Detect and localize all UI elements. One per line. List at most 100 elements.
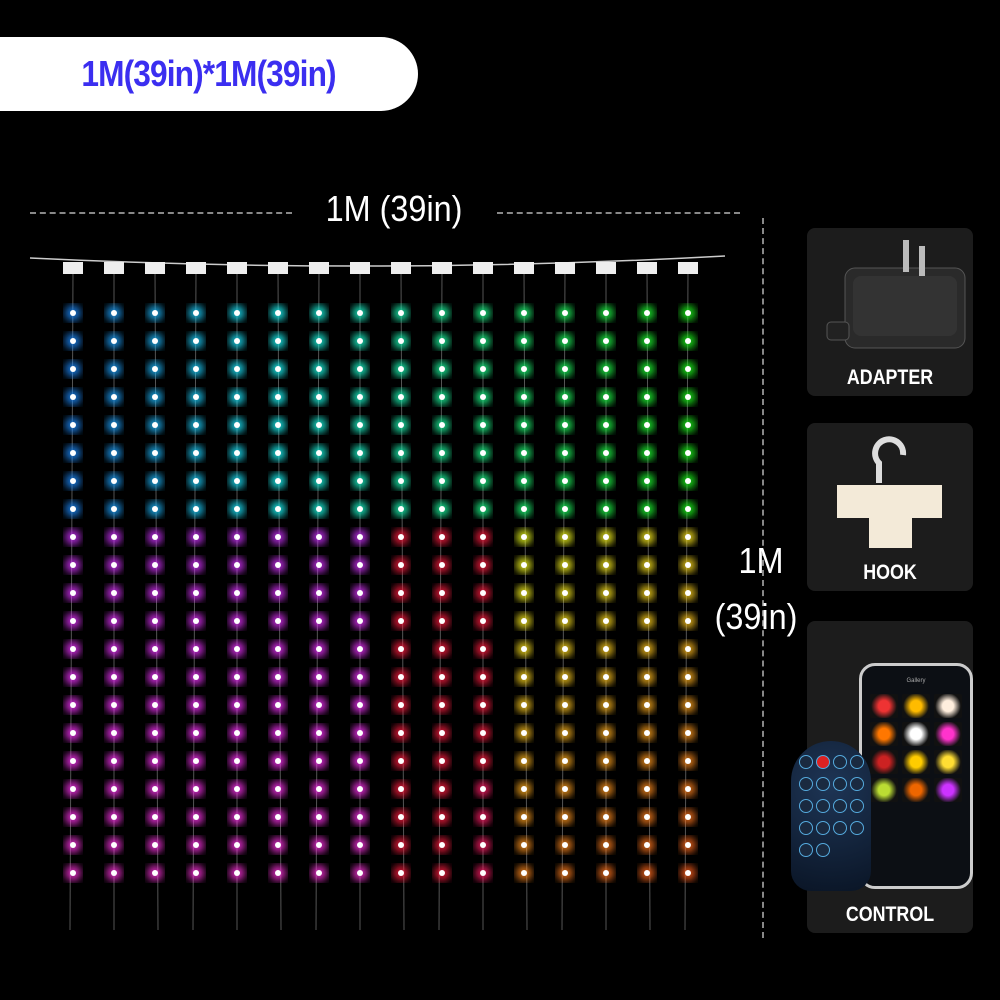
- led-bulb: [644, 870, 650, 876]
- remote-button: [816, 843, 830, 857]
- app-screen-title: Gallery: [906, 678, 926, 684]
- accessory-adapter: ADAPTER: [807, 228, 973, 396]
- led-bulb: [603, 814, 609, 820]
- gallery-pattern: [902, 750, 930, 774]
- led-bulb: [685, 702, 691, 708]
- led-bulb: [111, 618, 117, 624]
- led-bulb: [275, 310, 281, 316]
- led-bulb: [521, 590, 527, 596]
- width-dimension-line-left: [30, 212, 292, 214]
- led-bulb: [644, 394, 650, 400]
- led-bulb: [70, 450, 76, 456]
- led-bulb: [111, 338, 117, 344]
- led-bulb: [521, 702, 527, 708]
- hook-label: HOOK: [863, 561, 917, 584]
- led-bulb: [644, 450, 650, 456]
- led-bulb: [70, 786, 76, 792]
- app-gallery-grid: [870, 694, 962, 802]
- led-bulb: [193, 338, 199, 344]
- led-bulb: [357, 870, 363, 876]
- led-bulb: [562, 814, 568, 820]
- led-bulb: [480, 674, 486, 680]
- led-bulb: [152, 310, 158, 316]
- led-bulb: [480, 338, 486, 344]
- remote-button: [833, 799, 847, 813]
- led-bulb: [603, 422, 609, 428]
- led-bulb: [685, 870, 691, 876]
- led-bulb: [234, 562, 240, 568]
- remote-button: [799, 777, 813, 791]
- led-bulb: [234, 674, 240, 680]
- led-bulb: [70, 506, 76, 512]
- led-bulb: [603, 758, 609, 764]
- width-dimension-line-right: [497, 212, 740, 214]
- led-bulb: [193, 534, 199, 540]
- strand-clip: [268, 262, 288, 274]
- led-bulb: [480, 646, 486, 652]
- led-bulb: [480, 534, 486, 540]
- led-bulb: [275, 366, 281, 372]
- led-bulb: [480, 842, 486, 848]
- led-bulb: [439, 590, 445, 596]
- led-bulb: [275, 534, 281, 540]
- remote-button: [833, 777, 847, 791]
- led-bulb: [644, 478, 650, 484]
- accessory-hook: HOOK: [807, 423, 973, 591]
- led-bulb: [70, 814, 76, 820]
- led-bulb: [398, 786, 404, 792]
- control-label: CONTROL: [845, 903, 935, 926]
- led-bulb: [685, 786, 691, 792]
- led-bulb: [439, 506, 445, 512]
- led-bulb: [562, 562, 568, 568]
- remote-button: [850, 755, 864, 769]
- hook-icon: [837, 436, 942, 548]
- led-bulb: [357, 450, 363, 456]
- led-bulb: [439, 618, 445, 624]
- strand-clip: [227, 262, 247, 274]
- led-bulb: [275, 758, 281, 764]
- led-bulb: [685, 590, 691, 596]
- led-bulb: [234, 730, 240, 736]
- led-bulb: [685, 730, 691, 736]
- led-bulb: [439, 562, 445, 568]
- gallery-pattern: [902, 722, 930, 746]
- led-bulb: [439, 730, 445, 736]
- led-bulb: [685, 618, 691, 624]
- led-bulb: [275, 590, 281, 596]
- led-bulb: [644, 590, 650, 596]
- gallery-pattern: [934, 750, 962, 774]
- led-bulb: [357, 422, 363, 428]
- led-bulb: [603, 842, 609, 848]
- led-bulb: [357, 338, 363, 344]
- led-bulb: [439, 534, 445, 540]
- led-bulb: [70, 422, 76, 428]
- led-bulb: [111, 422, 117, 428]
- led-bulb: [275, 506, 281, 512]
- led-bulb: [685, 478, 691, 484]
- led-bulb: [439, 310, 445, 316]
- led-bulb: [644, 534, 650, 540]
- led-bulb: [644, 646, 650, 652]
- led-bulb: [398, 450, 404, 456]
- led-bulb: [439, 394, 445, 400]
- led-bulb: [480, 618, 486, 624]
- led-bulb: [439, 786, 445, 792]
- led-bulb: [398, 842, 404, 848]
- led-bulb: [644, 674, 650, 680]
- led-bulb: [111, 646, 117, 652]
- led-bulb: [521, 842, 527, 848]
- led-bulb: [521, 870, 527, 876]
- led-bulb: [521, 562, 527, 568]
- led-bulb: [603, 506, 609, 512]
- led-bulb: [562, 534, 568, 540]
- led-bulb: [562, 646, 568, 652]
- led-bulb: [480, 310, 486, 316]
- led-bulb: [316, 590, 322, 596]
- led-bulb: [316, 786, 322, 792]
- led-bulb: [152, 786, 158, 792]
- led-bulb: [603, 534, 609, 540]
- adapter-label: ADAPTER: [846, 366, 934, 389]
- led-bulb: [603, 730, 609, 736]
- remote-button: [799, 821, 813, 835]
- led-bulb: [357, 646, 363, 652]
